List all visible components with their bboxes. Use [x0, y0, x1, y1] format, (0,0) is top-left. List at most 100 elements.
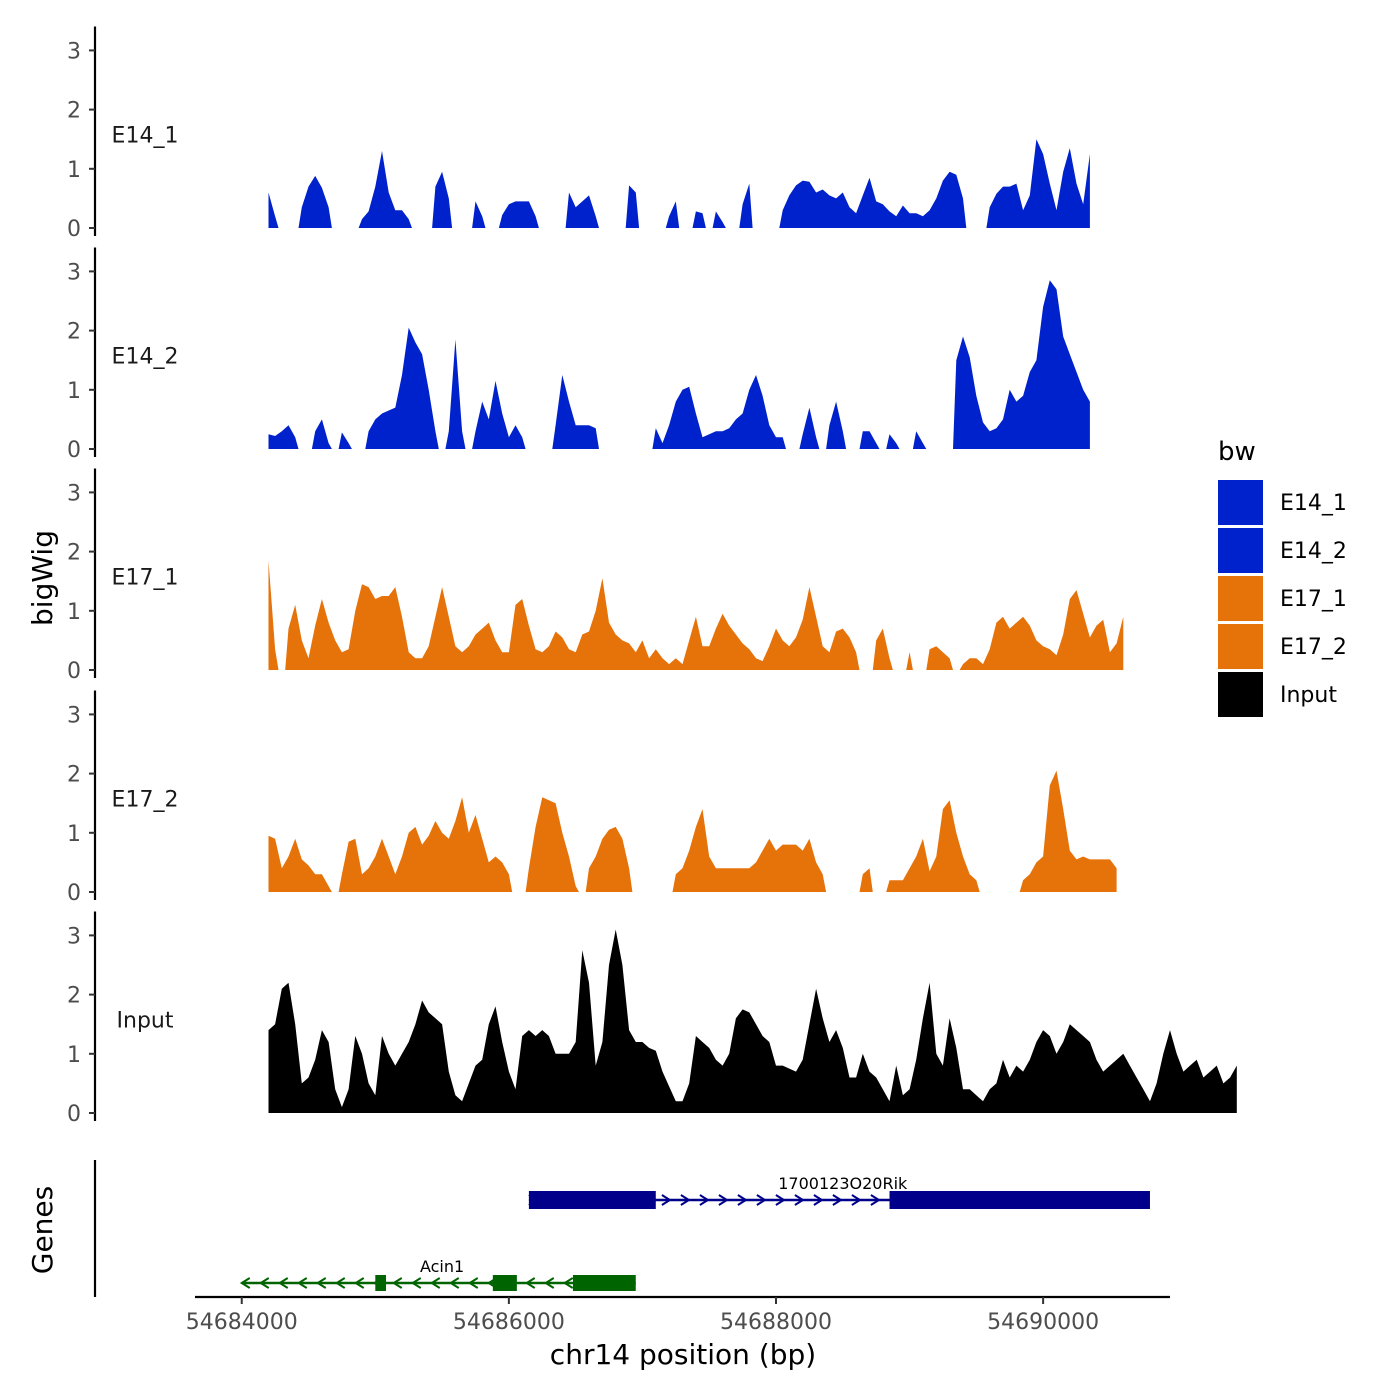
strand-arrow: [756, 1194, 767, 1206]
legend-label: E14_1: [1280, 491, 1347, 516]
strand-arrow: [334, 1277, 346, 1289]
y-tick-label: 1: [67, 1043, 81, 1068]
legend-label: E17_1: [1280, 587, 1347, 612]
strand-arrow: [661, 1194, 672, 1206]
strand-arrow: [410, 1277, 422, 1289]
strand-arrow: [851, 1194, 862, 1206]
strand-arrow: [794, 1194, 805, 1206]
signal-area-e14-1: [625, 185, 640, 228]
signal-area-e14-2: [338, 432, 352, 449]
legend-entry-e14-1: E14_1: [1218, 480, 1347, 525]
y-tick-label: 3: [67, 39, 81, 64]
signal-area-e14-1: [692, 211, 706, 228]
x-axis: 54684000 54686000 54688000 54690000: [186, 1295, 1170, 1335]
track-e17-2: 0 1 2 3 E17_2: [67, 690, 1117, 906]
strand-arrow: [543, 1277, 555, 1289]
gene-exon: [528, 1191, 656, 1209]
y-tick-label: 2: [67, 984, 81, 1009]
genes-axis-title: Genes: [26, 1186, 59, 1274]
strand-arrow: [277, 1277, 289, 1289]
y-tick-label: 0: [67, 217, 81, 242]
signal-area-e14-1: [472, 201, 486, 228]
legend: bw E14_1 E14_2 E17_1 E17_2 Input: [1218, 437, 1347, 717]
y-tick-label: 0: [67, 438, 81, 463]
x-tick-label: 54686000: [453, 1310, 565, 1335]
track-label: E17_1: [112, 566, 179, 591]
track-label: E17_2: [112, 788, 179, 813]
track-label: E14_2: [112, 345, 179, 370]
strand-arrow: [775, 1194, 786, 1206]
strand-arrow: [737, 1194, 748, 1206]
signal-area-e14-1: [739, 183, 753, 228]
y-tick-label: 0: [67, 881, 81, 906]
gene-acin1: Acin1: [239, 1257, 636, 1291]
signal-area-e14-2: [652, 375, 786, 449]
gene-label: 1700123O20Rik: [778, 1174, 908, 1193]
signal-area-e14-1: [298, 175, 332, 228]
y-tick-label: 1: [67, 158, 81, 183]
signal-area-e14-2: [799, 407, 820, 449]
legend-label: E14_2: [1280, 539, 1347, 564]
signal-area-e14-1: [665, 201, 680, 228]
gene-1700123o20rik: 1700123O20Rik: [528, 1174, 1150, 1209]
y-tick-label: 2: [67, 763, 81, 788]
strand-arrow: [680, 1194, 691, 1206]
signal-area-e14-2: [886, 434, 900, 449]
signal-area-e17-1: [268, 560, 279, 670]
signal-area-e17-2: [1019, 770, 1117, 892]
strand-arrow: [429, 1277, 441, 1289]
signal-area-e14-2: [953, 280, 1090, 449]
signal-area-e14-1: [498, 201, 539, 228]
signal-area-e14-1: [565, 192, 599, 228]
signal-area-e14-2: [472, 380, 526, 449]
genes-layer: 1700123O20Rik Acin1: [93, 1160, 1150, 1297]
strand-arrow: [296, 1277, 308, 1289]
signal-area-e17-2: [525, 797, 579, 892]
y-axis-title: bigWig: [26, 530, 59, 626]
legend-entry-input: Input: [1218, 672, 1337, 717]
signal-area-e14-1: [432, 171, 453, 228]
y-tick-label: 1: [67, 822, 81, 847]
strand-arrow: [467, 1277, 479, 1289]
track-e14-1: 0 1 2 3 E14_1: [67, 26, 1090, 242]
x-axis-title: chr14 position (bp): [550, 1338, 816, 1371]
signal-area-e14-2: [365, 327, 439, 449]
strand-arrow: [391, 1277, 403, 1289]
signal-area-e14-2: [552, 375, 599, 449]
legend-swatch: [1218, 528, 1263, 573]
strand-arrow: [315, 1277, 327, 1289]
x-tick-label: 54688000: [720, 1310, 832, 1335]
strand-arrow: [699, 1194, 710, 1206]
strand-arrow: [239, 1277, 251, 1289]
gene-exon: [375, 1275, 386, 1291]
signal-area-e17-1: [285, 578, 860, 670]
y-tick-label: 3: [67, 481, 81, 506]
strand-arrow: [448, 1277, 460, 1289]
signal-area-e17-2: [268, 835, 332, 892]
signal-area-e14-2: [268, 425, 299, 449]
strand-arrow: [258, 1277, 270, 1289]
y-tick-label: 0: [67, 1102, 81, 1127]
strand-arrow: [353, 1277, 365, 1289]
signal-area-e14-2: [311, 419, 332, 449]
track-input: 0 1 2 3 Input: [67, 911, 1237, 1127]
signal-area-input: [268, 929, 1237, 1113]
legend-entry-e17-2: E17_2: [1218, 624, 1347, 669]
y-tick-label: 1: [67, 600, 81, 625]
signal-area-e14-1: [358, 151, 412, 228]
y-tick-label: 2: [67, 541, 81, 566]
signal-area-e17-2: [859, 868, 873, 892]
y-tick-label: 2: [67, 99, 81, 124]
signal-area-e17-2: [886, 800, 980, 892]
signal-area-e17-2: [338, 797, 513, 892]
gene-exon: [492, 1275, 517, 1291]
signal-area-e17-1: [906, 652, 913, 670]
gene-label: Acin1: [420, 1257, 464, 1276]
signal-area-e17-1: [872, 628, 893, 670]
gene-exon: [572, 1275, 636, 1291]
legend-swatch: [1218, 624, 1263, 669]
y-tick-label: 3: [67, 924, 81, 949]
tracks-layer: 0 1 2 3 E14_1 0 1 2 3 E14_2 0 1 2 3 E17_1 0 1 2 3 E17_2 0 1 2 3…: [67, 26, 1237, 1127]
strand-arrow: [524, 1277, 536, 1289]
